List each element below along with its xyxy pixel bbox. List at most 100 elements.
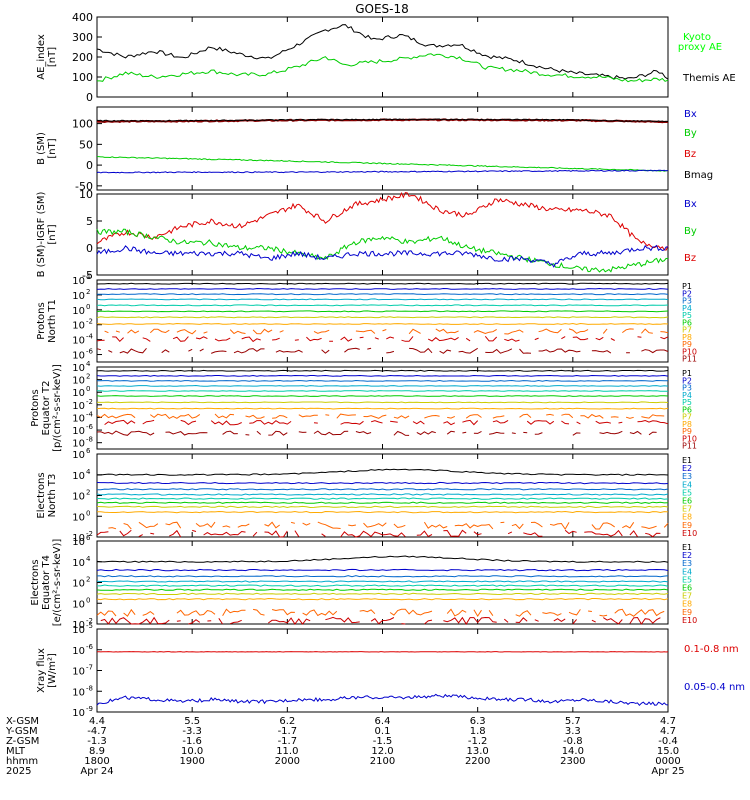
pn-channel-P4 <box>96 298 669 301</box>
xaxis-value-4-1: 1900 <box>179 756 204 767</box>
ee-legend-E6: E6 <box>682 584 692 593</box>
ee-channel-E1 <box>96 555 669 563</box>
pn-ylabel-0: Protons <box>36 302 47 339</box>
ae-ytick-label-0: 400 <box>72 11 93 24</box>
en-ylabel-0: Electrons <box>36 472 47 518</box>
xaxis-value-4-3: 2100 <box>370 756 395 767</box>
pn-ytick-exp-2: 0 <box>86 303 90 311</box>
pe-legend-P6: P6 <box>682 405 692 414</box>
pn-channel-P2 <box>96 287 669 290</box>
pe-channel-P11 <box>97 431 668 435</box>
pe-legend-P9: P9 <box>682 427 692 436</box>
pe-legend-P7: P7 <box>682 413 692 422</box>
pn-legend-P11: P11 <box>682 355 697 364</box>
xaxis-value-2-3: -1.5 <box>373 736 393 747</box>
pn-legend-P2: P2 <box>682 289 692 298</box>
pe-legend-P11: P11 <box>682 442 697 451</box>
pe-ytick-exp-0: 4 <box>86 360 91 368</box>
xaxis-row-label-5: 2025 <box>6 766 31 777</box>
xaxis-value-5-0: Apr 24 <box>80 766 113 777</box>
ae-ytick-label-2: 200 <box>72 51 93 64</box>
pe-legend-P10: P10 <box>682 434 697 443</box>
ae-series-1 <box>97 53 669 83</box>
xaxis-value-0-1: 5.5 <box>184 716 200 727</box>
ae-legend-kyoto-1: Kyoto <box>683 32 711 43</box>
ee-legend-E5: E5 <box>682 575 692 584</box>
bsm-legend-by: By <box>684 128 697 139</box>
xray-series-1 <box>96 693 669 707</box>
pe-ylabel-0: Protons <box>30 389 41 426</box>
pe-ytick-exp-5: -6 <box>86 423 94 431</box>
pn-legend-P8: P8 <box>682 333 692 342</box>
ee-panel-frame <box>96 540 669 625</box>
bigrf-ytick-label-3: -5 <box>82 269 93 282</box>
ee-channel-E8 <box>96 597 669 601</box>
bsm-ytick-label-3: 0 <box>86 159 93 172</box>
xaxis-value-0-2: 6.2 <box>279 716 295 727</box>
pn-ytick-base-1: 10 <box>72 291 85 302</box>
ee-legend-E2: E2 <box>682 551 692 560</box>
ee-channel-E7 <box>96 592 669 596</box>
bigrf-panel-frame <box>96 193 669 276</box>
plot-title: GOES-18 <box>355 2 409 16</box>
pe-ytick-exp-4: -4 <box>86 410 94 418</box>
pe-ytick-base-6: 10 <box>72 439 85 450</box>
xray-ytick-base-2: 10 <box>72 667 85 678</box>
pn-legend-P5: P5 <box>682 311 692 320</box>
en-channel-E8 <box>96 510 669 514</box>
xray-ytick-base-0: 10 <box>72 625 85 636</box>
xaxis-value-3-0: 8.9 <box>89 746 105 757</box>
ee-ytick-exp-0: 6 <box>86 534 91 542</box>
bigrf-legend-bx: Bx <box>684 199 697 210</box>
ee-legend-E8: E8 <box>682 600 692 609</box>
en-channel-E1 <box>97 468 669 476</box>
pe-ytick-base-5: 10 <box>72 426 85 437</box>
pn-legend-P4: P4 <box>682 304 692 313</box>
en-legend-E3: E3 <box>682 472 692 481</box>
ae-series-0 <box>96 24 669 80</box>
ae-ylabel-0: AE_index <box>36 34 47 80</box>
xray-legend-short: 0.05-0.4 nm <box>684 682 745 693</box>
xaxis-value-4-0: 1800 <box>84 756 109 767</box>
pe-legend-P2: P2 <box>682 376 692 385</box>
en-legend-E6: E6 <box>682 497 692 506</box>
ee-ytick-base-1: 10 <box>72 558 85 569</box>
pn-ytick-base-4: 10 <box>72 336 85 347</box>
pn-channel-P1 <box>96 282 669 285</box>
pe-legend-P4: P4 <box>682 391 692 400</box>
en-legend-E1: E1 <box>682 456 692 465</box>
bigrf-series-2 <box>96 244 669 268</box>
ee-ylabel-1: Equator T4 <box>41 555 52 610</box>
ee-channel-E5 <box>97 584 669 587</box>
ee-legend-E7: E7 <box>682 592 692 601</box>
bsm-series-2 <box>97 156 669 172</box>
pn-channel-P9 <box>104 328 669 335</box>
en-channel-E6 <box>96 501 669 504</box>
pn-channel-P10 <box>96 335 669 343</box>
xaxis-value-1-3: 0.1 <box>375 726 391 737</box>
ee-channel-E4 <box>96 580 669 583</box>
bigrf-ylabel-0: B (SM)-IGRF (SM) <box>36 192 47 278</box>
bsm-ylabel-0: B (SM) <box>36 132 47 165</box>
ee-ytick-base-0: 10 <box>72 537 85 548</box>
xray-ytick-base-3: 10 <box>72 687 85 698</box>
en-ytick-base-2: 10 <box>72 492 85 503</box>
en-channel-E3 <box>97 488 669 491</box>
en-panel-frame <box>96 453 669 538</box>
en-ytick-base-0: 10 <box>72 450 85 461</box>
xaxis-row-label-3: MLT <box>6 746 26 757</box>
en-channel-E9 <box>108 521 669 531</box>
xaxis-value-4-6: 0000 <box>655 756 680 767</box>
pe-legend-P1: P1 <box>682 369 692 378</box>
bsm-ylabel-1: [nT] <box>47 138 58 158</box>
pe-channel-P1 <box>96 369 669 372</box>
en-ytick-base-1: 10 <box>72 471 85 482</box>
pe-ytick-exp-6: -8 <box>86 436 93 444</box>
pn-channel-P6 <box>96 310 669 313</box>
en-ylabel-1: North T3 <box>47 474 58 518</box>
pn-legend-P6: P6 <box>682 318 692 327</box>
xaxis-value-3-6: 15.0 <box>657 746 679 757</box>
pe-ytick-exp-1: 2 <box>86 373 90 381</box>
en-ytick-exp-2: 2 <box>86 489 90 497</box>
